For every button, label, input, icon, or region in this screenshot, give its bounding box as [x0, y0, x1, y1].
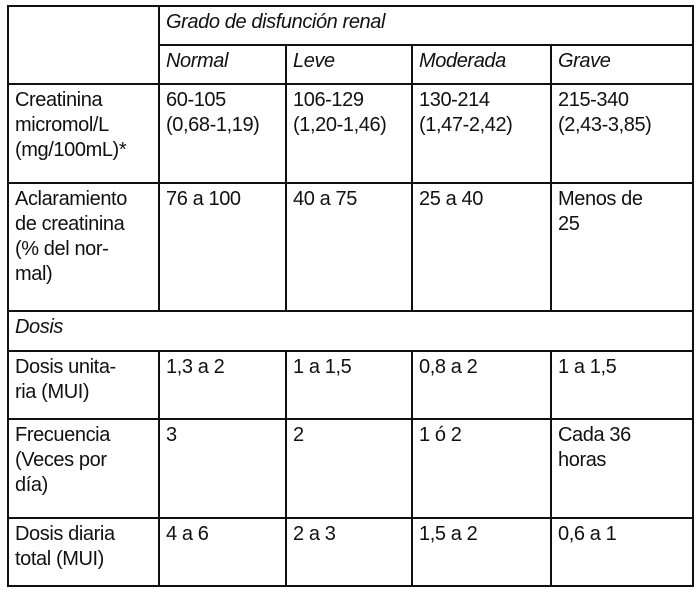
cell-line: 215-340	[558, 89, 629, 111]
cell-line: (Veces por	[15, 449, 107, 471]
table-cell: 76 a 100	[158, 182, 287, 312]
cell-line: 4 a 6	[166, 523, 209, 545]
cell-line: (2,43-3,85)	[558, 114, 652, 136]
cell-line: Cada 36	[558, 424, 631, 446]
cell-line: de creatinina	[15, 213, 125, 235]
cell-line: Dosis unita-	[15, 356, 116, 378]
cell-line: ria (MUI)	[15, 381, 90, 403]
group-header: Grado de disfunción renal	[158, 5, 694, 46]
section-dosis: Dosis	[7, 310, 694, 352]
empty-corner-cell	[7, 5, 160, 85]
table-cell: 40 a 75	[285, 182, 413, 312]
table-cell: 1 a 1,5	[550, 350, 694, 420]
cell-line: 25	[558, 213, 580, 235]
table-cell: 4 a 6	[158, 517, 287, 587]
cell-line: (% del nor-	[15, 238, 109, 260]
table-cell: Menos de 25	[550, 182, 694, 312]
cell-line: mal)	[15, 263, 53, 285]
cell-line: 106-129	[293, 89, 364, 111]
cell-line: Dosis diaria	[15, 523, 115, 545]
table-cell: 1,3 a 2	[158, 350, 287, 420]
cell-line: 40 a 75	[293, 188, 357, 210]
row-label: Aclaramiento de creatinina (% del nor-mal)	[7, 182, 160, 312]
table-cell: 1,5 a 2	[411, 517, 552, 587]
row-label: Frecuencia (Veces por día)	[7, 418, 160, 519]
column-header-normal: Normal	[158, 44, 287, 85]
table-cell: 130-214 (1,47-2,42)	[411, 83, 552, 184]
cell-line: 76 a 100	[166, 188, 241, 210]
cell-line: 1 ó 2	[419, 424, 462, 446]
table-row: Frecuencia (Veces por día) 3 2 1 ó 2 Cada 36 ho…	[7, 418, 694, 519]
table-cell: 3	[158, 418, 287, 519]
table-row: Dosis diaria total (MUI) 4 a 6 2 a 3 1,5 a 2…	[7, 517, 694, 587]
row-label: Dosis unita-ria (MUI)	[7, 350, 160, 420]
cell-line: Aclaramiento	[15, 188, 127, 210]
cell-line: 1,5 a 2	[419, 523, 478, 545]
cell-line: 2	[293, 424, 304, 446]
table-row: Dosis unita-ria (MUI) 1,3 a 2 1 a 1,5 0,8 a…	[7, 350, 694, 420]
cell-line: 2 a 3	[293, 523, 336, 545]
cell-line: horas	[558, 449, 607, 471]
cell-line: día)	[15, 474, 48, 496]
table-row: Aclaramiento de creatinina (% del nor-mal)…	[7, 182, 694, 312]
table-cell: 0,6 a 1	[550, 517, 694, 587]
table-cell: 2 a 3	[285, 517, 413, 587]
cell-line: 60-105	[166, 89, 226, 111]
cell-line: Creatinina	[15, 89, 103, 111]
column-header-row: Normal Leve Moderada Grave	[8, 44, 694, 85]
cell-line: 130-214	[419, 89, 490, 111]
cell-line: 1 a 1,5	[293, 356, 352, 378]
table-cell: 1 ó 2	[411, 418, 552, 519]
table-cell: 2	[285, 418, 413, 519]
table-cell: 60-105 (0,68-1,19)	[158, 83, 287, 184]
cell-line: 3	[166, 424, 177, 446]
table-cell: 25 a 40	[411, 182, 552, 312]
cell-line: micromol/L	[15, 114, 109, 136]
table-cell: 1 a 1,5	[285, 350, 413, 420]
cell-line: 0,6 a 1	[558, 523, 617, 545]
cell-line: (1,47-2,42)	[419, 114, 513, 136]
cell-line: 1,3 a 2	[166, 356, 225, 378]
cell-line: Frecuencia	[15, 424, 110, 446]
column-header-leve: Leve	[285, 44, 413, 85]
column-header-moderada: Moderada	[411, 44, 552, 85]
cell-line: 0,8 a 2	[419, 356, 478, 378]
table-cell: 106-129 (1,20-1,46)	[285, 83, 413, 184]
cell-line: 1 a 1,5	[558, 356, 617, 378]
cell-line: (1,20-1,46)	[293, 114, 387, 136]
cell-line: total (MUI)	[15, 548, 104, 570]
table-cell: 0,8 a 2	[411, 350, 552, 420]
table-row: Creatinina micromol/L (mg/100mL)* 60-105 (0,…	[7, 83, 694, 184]
cell-line: 25 a 40	[419, 188, 483, 210]
renal-dosage-table: Grado de disfunción renal Normal Leve Mo…	[7, 5, 694, 587]
cell-line: Menos de	[558, 188, 643, 210]
row-label: Dosis diaria total (MUI)	[7, 517, 160, 587]
table-cell: 215-340 (2,43-3,85)	[550, 83, 694, 184]
cell-line: (mg/100mL)*	[15, 139, 127, 161]
column-header-grave: Grave	[550, 44, 694, 85]
row-label: Creatinina micromol/L (mg/100mL)*	[7, 83, 160, 184]
table-cell: Cada 36 horas	[550, 418, 694, 519]
cell-line: (0,68-1,19)	[166, 114, 260, 136]
